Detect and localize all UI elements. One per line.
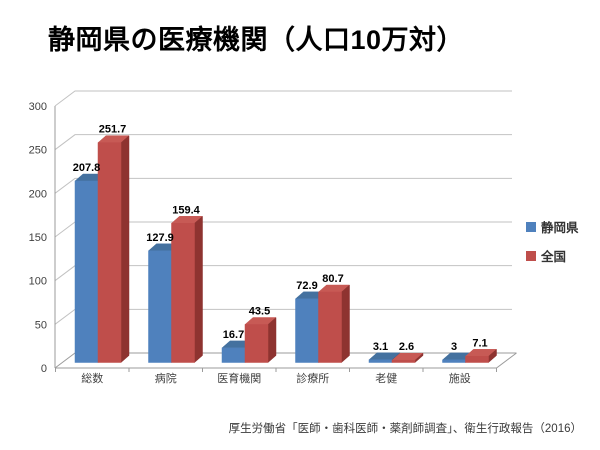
x-cat-label-4: 老健 [375, 372, 397, 385]
legend-swatch-icon [526, 250, 536, 261]
value-label-1-3: 80.7 [322, 273, 343, 285]
bar-side-1-0 [120, 135, 130, 364]
bar-1-5 [465, 356, 489, 363]
gridline-300 [54, 90, 512, 107]
bar-0-3 [295, 298, 319, 363]
x-cat-label-0: 総数 [81, 371, 103, 385]
source-note: 厚生労働省「医師・歯科医師・薬剤師調査」、衛生行政報告（2016） [228, 423, 582, 435]
bar-0-4 [368, 359, 393, 363]
value-label-1-0: 251.7 [99, 124, 127, 136]
legend-item-0: 静岡県 [526, 217, 579, 236]
y-tick-label-200: 200 [29, 188, 47, 200]
legend-label-0: 静岡県 [541, 221, 579, 235]
y-tick-label-0: 0 [41, 363, 47, 375]
bar-1-0 [97, 142, 122, 363]
value-label-0-4: 3.1 [373, 341, 388, 353]
y-tick-label-300: 300 [29, 101, 47, 113]
bar-0-5 [442, 359, 466, 363]
bar-1-2 [244, 324, 269, 363]
value-label-0-5: 3 [451, 341, 457, 353]
bar-0-1 [148, 250, 172, 363]
value-label-1-2: 43.5 [249, 306, 270, 318]
bar-1-4 [391, 359, 416, 363]
y-tick-label-150: 150 [29, 232, 47, 244]
value-label-1-5: 7.1 [472, 337, 487, 349]
bar-0-2 [221, 347, 246, 363]
value-label-1-4: 2.6 [399, 341, 414, 353]
x-cat-label-1: 病院 [155, 371, 177, 385]
value-label-0-1: 127.9 [146, 232, 174, 244]
value-label-0-3: 72.9 [296, 280, 317, 292]
legend-item-1: 全国 [526, 246, 579, 265]
gridline-200 [54, 177, 512, 194]
legend-swatch-icon [526, 221, 536, 232]
bar-side-1-3 [341, 284, 350, 364]
bar-1-3 [318, 291, 342, 363]
y-tick-label-50: 50 [35, 319, 47, 331]
bar-1-1 [171, 223, 195, 363]
x-cat-label-2: 医育機関 [217, 371, 261, 385]
bar-side-1-1 [194, 215, 203, 364]
value-label-0-0: 207.8 [73, 162, 101, 174]
chart-title: 静岡県の医療機関（人口10万対） [47, 25, 465, 55]
value-label-1-1: 159.4 [172, 204, 200, 216]
gridline-250 [54, 134, 512, 151]
legend: 静岡県 全国 [526, 217, 579, 265]
legend-label-1: 全国 [541, 250, 567, 264]
bar-0-0 [74, 180, 99, 363]
value-label-0-2: 16.7 [223, 329, 244, 341]
bar-chart: 0 50 100 150 200 250 300 総数 207.8 251.7 病院 127.9 159… [29, 90, 517, 385]
y-tick-label-100: 100 [29, 276, 47, 288]
x-cat-label-5: 施設 [449, 371, 471, 385]
bar-side-1-2 [267, 316, 277, 364]
y-tick-label-250: 250 [29, 145, 47, 157]
x-cat-label-3: 診療所 [296, 371, 329, 385]
